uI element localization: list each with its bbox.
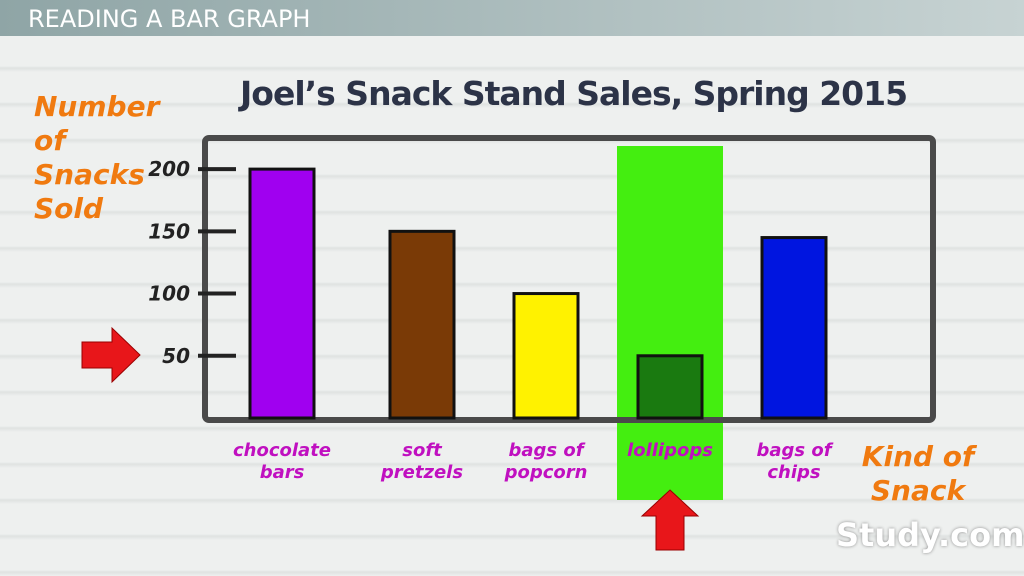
y-axis-label: Number of Snacks Sold — [34, 90, 160, 225]
y-tick-label: 200 — [148, 157, 190, 181]
bar — [388, 229, 456, 420]
bar — [512, 292, 580, 420]
arrow-up — [640, 489, 700, 551]
x-tick-label: lollipops — [627, 440, 713, 461]
x-tick-label: bags of chips — [756, 440, 832, 483]
x-tick-label: chocolate bars — [232, 440, 331, 483]
y-tick-label: 50 — [162, 344, 190, 368]
bar — [760, 236, 828, 420]
arrow-right — [81, 326, 141, 384]
y-tick-label: 100 — [148, 282, 190, 306]
frame — [202, 135, 936, 423]
header-bar: READING A BAR GRAPH — [0, 0, 1024, 36]
watermark: Study.com — [836, 516, 1024, 554]
header-text: READING A BAR GRAPH — [28, 5, 311, 33]
x-tick-label: bags of popcorn — [504, 440, 588, 483]
highlight — [617, 146, 723, 500]
chart-title: Joel’s Snack Stand Sales, Spring 2015 — [240, 74, 908, 113]
y-tick-label: 150 — [148, 219, 190, 243]
x-tick-label: soft pretzels — [380, 440, 464, 483]
bar — [248, 167, 316, 420]
x-axis-label: Kind of Snack — [861, 440, 975, 507]
bar — [636, 354, 704, 420]
